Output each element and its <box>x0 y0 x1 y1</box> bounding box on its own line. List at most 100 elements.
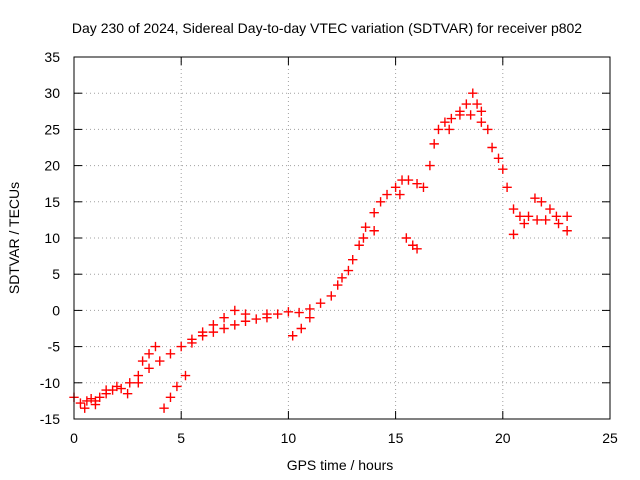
data-point-secondary <box>408 240 418 250</box>
data-point-secondary <box>401 233 412 243</box>
data-point-main <box>446 113 457 124</box>
data-point-main <box>343 265 354 276</box>
data-point-secondary <box>476 117 487 127</box>
data-point-main <box>425 160 435 171</box>
data-point-main <box>562 211 572 221</box>
data-point-secondary <box>305 312 315 323</box>
data-point-secondary <box>90 396 101 406</box>
chart-title: Day 230 of 2024, Sidereal Day-to-day VTE… <box>72 20 582 36</box>
data-point-secondary <box>230 305 240 316</box>
y-tick-label: 20 <box>44 158 60 174</box>
data-point-main <box>515 211 525 221</box>
data-point-main <box>155 356 165 366</box>
y-tick-label: -5 <box>48 339 61 355</box>
data-point-secondary <box>137 356 148 366</box>
data-point-main <box>523 211 534 221</box>
data-point-secondary <box>180 370 191 381</box>
data-point-main <box>508 204 519 214</box>
data-points-layer <box>69 88 572 413</box>
x-tick-label: 5 <box>177 430 185 446</box>
y-tick-label: 25 <box>44 121 60 137</box>
data-point-secondary <box>358 233 369 243</box>
data-point-secondary <box>208 320 219 330</box>
data-point-secondary <box>144 349 154 359</box>
x-tick-label: 25 <box>602 430 618 446</box>
data-point-secondary <box>187 338 197 348</box>
data-point-secondary <box>262 309 272 319</box>
data-point-main <box>483 124 493 135</box>
y-tick-label: 15 <box>44 194 60 210</box>
data-point-secondary <box>465 110 476 120</box>
data-point-secondary <box>197 327 208 337</box>
data-point-secondary <box>240 309 251 319</box>
data-point-main <box>390 182 401 193</box>
data-point-secondary <box>536 197 547 207</box>
grid-layer <box>74 57 610 419</box>
data-point-secondary <box>508 229 519 240</box>
data-point-main <box>369 207 379 218</box>
data-point-main <box>360 222 371 232</box>
data-point-main <box>348 255 358 265</box>
data-point-secondary <box>219 312 229 323</box>
data-point-secondary <box>444 124 454 135</box>
data-point-main <box>315 298 326 308</box>
data-point-main <box>429 139 439 149</box>
x-tick-label: 10 <box>281 430 297 446</box>
data-point-main <box>375 197 386 207</box>
data-point-secondary <box>287 331 298 341</box>
data-point-secondary <box>412 244 422 254</box>
data-point-main <box>75 398 86 408</box>
data-point-secondary <box>165 392 176 402</box>
data-point-main <box>165 349 176 359</box>
data-point-secondary <box>159 403 169 413</box>
data-point-main <box>498 164 508 174</box>
data-point-main <box>337 273 347 283</box>
data-point-main <box>476 106 487 116</box>
data-point-main <box>95 392 105 402</box>
y-tick-label: 35 <box>44 49 60 65</box>
data-point-secondary <box>112 381 122 392</box>
data-point-main <box>461 99 472 109</box>
y-tick-label: 5 <box>52 266 60 282</box>
data-point-secondary <box>545 204 555 214</box>
x-tick-label: 0 <box>70 430 78 446</box>
y-tick-label: 30 <box>44 85 60 101</box>
data-point-main <box>493 153 504 164</box>
data-point-secondary <box>395 189 405 200</box>
tick-label-layer: 0 5 10 15 20 25 -15 -10 -5 0 5 10 15 20 25 30 35 <box>40 49 618 446</box>
x-tick-label: 20 <box>495 430 511 446</box>
data-point-main <box>502 182 512 193</box>
data-point-main <box>230 320 240 330</box>
data-point-main <box>433 124 444 135</box>
data-point-main <box>472 99 482 109</box>
data-point-secondary <box>133 378 144 388</box>
data-point-main <box>125 378 135 388</box>
data-point-main <box>144 363 154 374</box>
data-point-main <box>540 215 551 225</box>
data-point-secondary <box>369 226 379 236</box>
data-point-secondary <box>553 218 564 229</box>
data-point-secondary <box>122 388 133 399</box>
data-point-secondary <box>150 341 161 352</box>
data-point-main <box>354 240 364 250</box>
y-tick-label: 10 <box>44 230 60 246</box>
data-point-main <box>283 307 294 317</box>
data-point-secondary <box>455 106 465 116</box>
data-point-main <box>176 341 186 352</box>
y-tick-label: -10 <box>40 375 60 391</box>
y-axis-label: SDTVAR / TECUs <box>6 182 22 294</box>
data-point-secondary <box>296 323 306 334</box>
data-point-main <box>272 309 283 319</box>
data-point-secondary <box>101 385 111 395</box>
data-point-main <box>440 117 450 127</box>
x-axis-label: GPS time / hours <box>287 457 394 473</box>
data-point-main <box>294 307 304 318</box>
data-point-main <box>326 291 336 301</box>
data-point-main <box>403 175 414 185</box>
data-point-secondary <box>562 226 572 236</box>
data-point-main <box>382 189 392 200</box>
data-point-main <box>412 179 422 189</box>
data-point-main <box>333 280 343 290</box>
